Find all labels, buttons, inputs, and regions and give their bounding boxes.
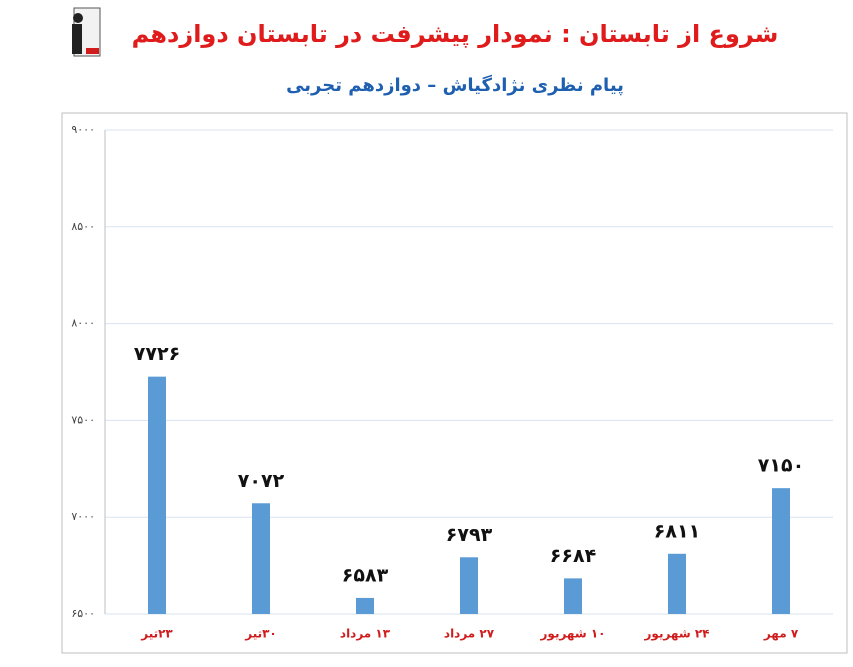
bar [668,553,686,614]
x-tick-label: ۲۷ مرداد [444,627,495,641]
data-label: ۶۵۸۳ [342,564,389,586]
logo-figure [73,13,83,23]
x-tick-label: ۲۴ شهریور [644,627,710,642]
plot-frame [61,112,848,654]
chart-title: شروع از تابستان : نمودار پیشرفت در تابست… [132,20,779,48]
bar [252,503,270,614]
logo-badge [86,48,99,54]
data-label: ۷۰۷۲ [238,470,285,492]
x-tick-label: ۷ مهر [763,627,799,641]
data-label: ۷۱۵۰ [758,455,804,477]
x-tick-label: ۳۰تیر [244,627,277,641]
data-label: ۶۸۱۱ [654,520,700,542]
bar [148,376,166,614]
x-tick-label: ۱۰ شهریور [540,627,606,642]
y-tick-label: ۹۰۰۰ [71,123,95,136]
data-label: ۷۷۲۶ [134,343,180,365]
logo [72,7,101,57]
y-tick-label: ۸۵۰۰ [71,220,95,233]
y-tick-label: ۷۵۰۰ [71,413,95,426]
y-tick-label: ۸۰۰۰ [71,317,95,330]
data-label: ۶۶۸۴ [550,545,596,567]
y-tick-label: ۷۰۰۰ [71,510,95,523]
bar [772,488,790,614]
data-label: ۶۷۹۳ [446,524,493,546]
bar [356,597,374,614]
bar [460,557,478,614]
bar [564,578,582,614]
logo-figure [72,24,82,54]
x-tick-label: ۱۳ مرداد [340,627,391,641]
x-tick-label: ۲۳تیر [140,627,173,641]
chart-subtitle: پیام نظری نژادگیاش – دوازدهم تجربی [286,74,624,96]
y-tick-label: ۶۵۰۰ [71,607,95,620]
